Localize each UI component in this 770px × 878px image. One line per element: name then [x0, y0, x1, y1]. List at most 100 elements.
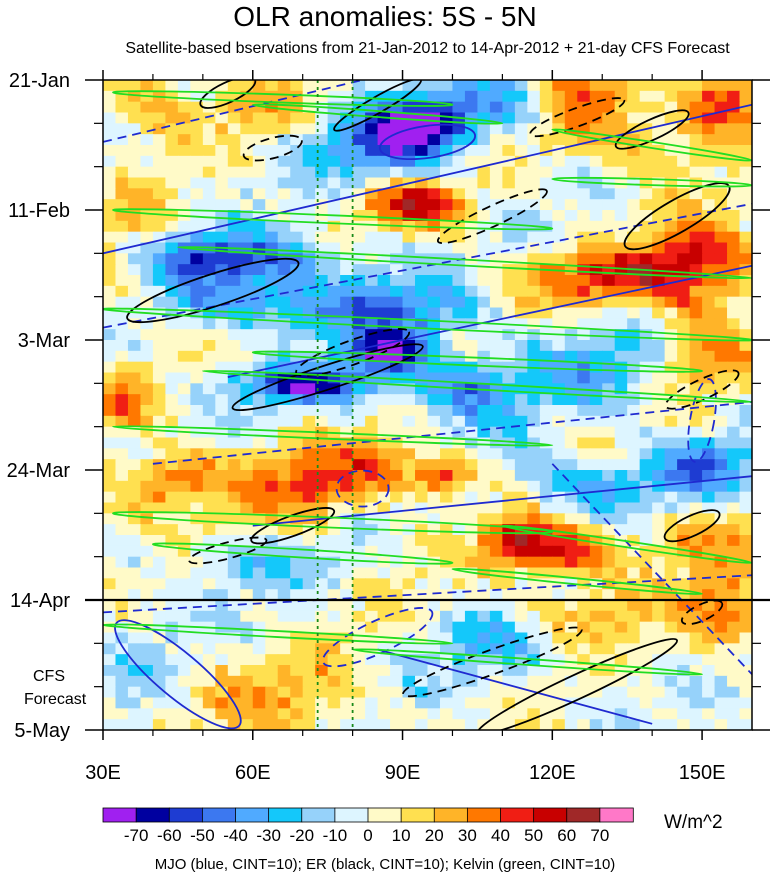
- heat-cell: [315, 155, 329, 168]
- heat-cell: [140, 177, 154, 189]
- heat-cell: [340, 145, 354, 157]
- heat-cell: [677, 210, 691, 222]
- heat-cell: [664, 524, 678, 536]
- heat-cell: [365, 480, 379, 493]
- heat-cell: [427, 589, 441, 601]
- heat-cell: [390, 686, 404, 699]
- heat-cell: [390, 329, 404, 341]
- colorbar-swatch: [367, 807, 402, 823]
- heat-cell: [190, 145, 204, 157]
- heat-cell: [739, 101, 752, 114]
- heat-cell: [627, 697, 641, 709]
- heat-cell: [202, 643, 216, 655]
- heat-cell: [165, 643, 179, 655]
- heat-cell: [552, 253, 566, 265]
- heat-cell: [302, 80, 316, 92]
- heat-cell: [639, 231, 653, 244]
- heat-cell: [140, 708, 154, 720]
- heat-cell: [140, 524, 154, 536]
- heat-cell: [714, 394, 728, 406]
- heat-cell: [439, 545, 454, 558]
- heat-cell: [689, 491, 703, 504]
- heat-cell: [477, 372, 491, 384]
- heat-cell: [702, 80, 716, 92]
- heat-cell: [402, 210, 416, 222]
- heat-cell: [439, 177, 454, 189]
- heat-cell: [427, 177, 441, 189]
- heat-cell: [103, 535, 117, 547]
- heat-cell: [664, 329, 678, 341]
- heat-cell: [652, 177, 666, 189]
- heat-cell: [252, 675, 266, 688]
- er-contour: [476, 638, 678, 730]
- heat-cell: [477, 589, 491, 601]
- colorbar-label: 10: [392, 826, 411, 845]
- heat-cell: [727, 448, 741, 460]
- heat-cell: [127, 589, 142, 601]
- heat-cell: [377, 405, 391, 417]
- heat-cell: [115, 361, 129, 374]
- heat-cell: [602, 719, 616, 730]
- heat-cell: [739, 220, 752, 233]
- heat-cell: [227, 307, 241, 319]
- heat-cell: [589, 220, 603, 233]
- heat-cell: [464, 491, 479, 504]
- heat-cell: [227, 556, 241, 569]
- heat-cell: [727, 329, 741, 341]
- heat-cell: [190, 296, 204, 309]
- heat-cell: [627, 502, 641, 514]
- heat-cell: [702, 686, 716, 699]
- heat-cell: [727, 632, 741, 644]
- heat-cell: [177, 545, 191, 558]
- heat-cell: [415, 177, 429, 189]
- heat-cell: [439, 242, 454, 254]
- heat-cell: [589, 285, 603, 298]
- heat-cell: [677, 556, 691, 569]
- heat-cell: [377, 220, 391, 233]
- heat-cell: [539, 535, 553, 547]
- heat-cell: [452, 545, 466, 558]
- heat-cell: [477, 350, 491, 363]
- heat-cell: [639, 470, 653, 482]
- heat-cell: [564, 80, 578, 92]
- heat-cell: [452, 524, 466, 536]
- heat-cell: [352, 589, 366, 601]
- heat-cell: [177, 405, 191, 417]
- heat-cell: [714, 307, 728, 319]
- heat-cell: [240, 166, 254, 179]
- heat-cell: [739, 112, 752, 124]
- heat-cell: [677, 231, 691, 244]
- heat-cell: [527, 177, 541, 189]
- heat-cell: [564, 654, 578, 666]
- heat-cell: [240, 643, 254, 655]
- heat-cell: [252, 264, 266, 276]
- heat-cell: [327, 405, 341, 417]
- heat-cell: [627, 275, 641, 287]
- heat-cell: [627, 675, 641, 688]
- heat-cell: [689, 502, 703, 514]
- heat-cell: [365, 361, 379, 374]
- heat-cell: [115, 600, 129, 612]
- heat-cell: [277, 567, 291, 579]
- heat-cell: [489, 415, 503, 428]
- heat-cell: [190, 318, 204, 330]
- heat-cell: [365, 665, 379, 677]
- heat-cell: [140, 459, 154, 471]
- heat-cell: [439, 578, 454, 590]
- colorbar-label: 30: [458, 826, 477, 845]
- heat-cell: [527, 285, 541, 298]
- heat-cell: [689, 361, 703, 374]
- heat-cell: [464, 340, 479, 352]
- heat-cell: [714, 502, 728, 514]
- heat-cell: [352, 220, 366, 233]
- heat-cell: [302, 567, 316, 579]
- heat-cell: [527, 415, 541, 428]
- heat-cell: [614, 686, 628, 699]
- heat-cell: [340, 697, 354, 709]
- heat-cell: [652, 275, 666, 287]
- heat-cell: [252, 123, 266, 135]
- heat-cell: [427, 253, 441, 265]
- heat-cell: [514, 112, 528, 124]
- heat-cell: [302, 621, 316, 634]
- heat-cell: [627, 372, 641, 384]
